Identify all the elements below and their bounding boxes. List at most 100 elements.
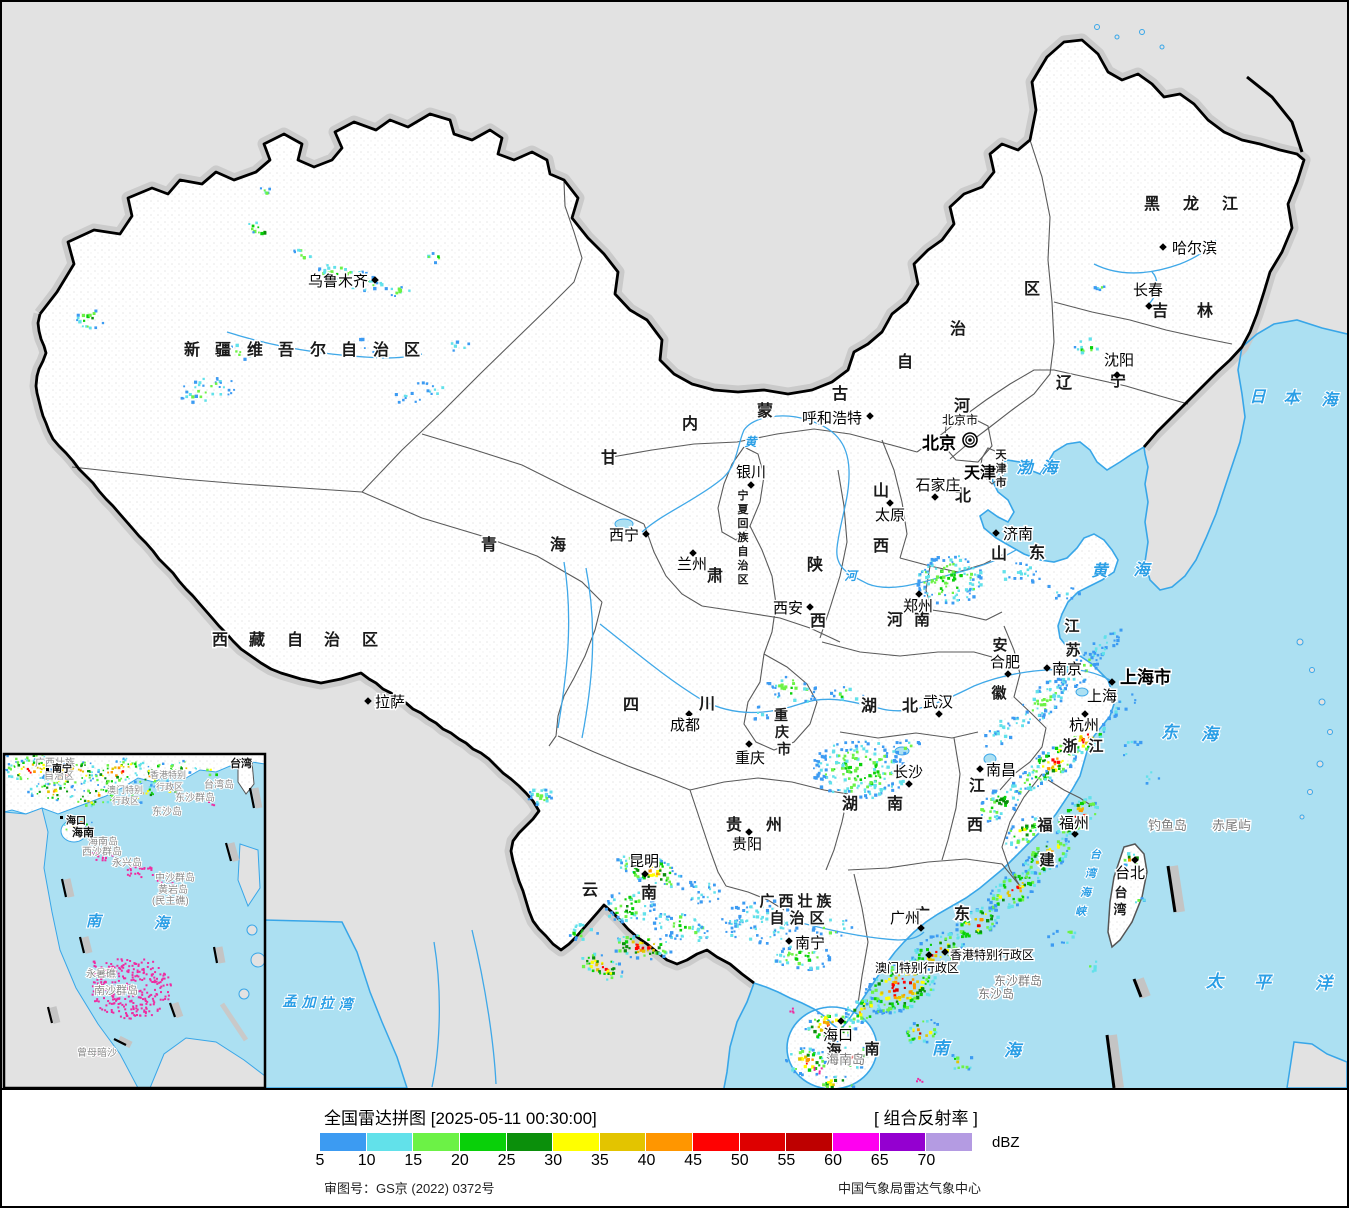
echo-pixel <box>886 966 890 970</box>
echo-pixel <box>952 578 955 582</box>
echo-pixel <box>1023 572 1027 576</box>
echo-pixel <box>939 587 943 590</box>
echo-pixel <box>437 255 440 258</box>
echo-pixel <box>85 828 88 831</box>
echo-pixel <box>1036 765 1040 769</box>
echo-pixel <box>1049 698 1052 701</box>
echo-pixel <box>994 732 998 736</box>
echo-pixel <box>734 905 739 910</box>
echo-pixel <box>829 1079 833 1083</box>
echo-pixel <box>843 789 847 793</box>
echo-pixel <box>951 1054 955 1057</box>
echo-pixel <box>636 876 640 880</box>
echo-pixel <box>845 1052 848 1055</box>
echo-pixel <box>227 388 231 392</box>
echo-pixel <box>77 768 80 771</box>
echo-pixel <box>815 1061 819 1065</box>
echo-pixel <box>206 768 209 772</box>
echo-pixel <box>80 798 82 801</box>
echo-pixel <box>765 909 769 913</box>
echo-pixel <box>874 775 877 778</box>
echo-pixel <box>1019 887 1022 890</box>
echo-pixel <box>164 773 167 776</box>
echo-pixel <box>897 786 900 789</box>
echo-pixel <box>102 769 105 772</box>
island-label: 钓鱼岛 <box>1148 818 1187 833</box>
echo-pixel <box>930 579 934 583</box>
reef-mark <box>120 969 123 972</box>
echo-pixel <box>185 395 189 399</box>
reef-mark <box>159 998 162 1001</box>
province-label: 治 <box>738 558 749 572</box>
echo-pixel <box>774 687 777 689</box>
echo-pixel <box>97 768 100 772</box>
echo-pixel <box>821 1051 824 1054</box>
echo-pixel <box>823 1018 826 1021</box>
province-label: 河 <box>887 610 903 629</box>
echo-pixel <box>807 958 811 962</box>
reef-mark <box>152 960 155 963</box>
echo-pixel <box>118 779 121 782</box>
reef-mark <box>101 852 104 855</box>
echo-pixel <box>1068 831 1072 835</box>
echo-pixel <box>643 876 646 880</box>
city-label: 南宁 <box>795 935 825 952</box>
echo-pixel <box>891 983 895 987</box>
echo-pixel <box>82 770 84 773</box>
echo-pixel <box>1095 960 1098 963</box>
echo-pixel <box>794 929 797 932</box>
echo-pixel <box>1098 733 1102 737</box>
echo-pixel <box>656 872 659 876</box>
echo-pixel <box>923 595 926 597</box>
echo-pixel <box>94 326 98 330</box>
reef-mark <box>137 872 139 875</box>
echo-pixel <box>761 921 763 923</box>
echo-pixel <box>632 863 636 866</box>
province-label: 南 <box>887 794 903 813</box>
echo-pixel <box>1135 901 1137 904</box>
echo-pixel <box>1093 965 1097 969</box>
echo-pixel <box>827 1039 830 1043</box>
echo-pixel <box>191 400 195 404</box>
echo-pixel <box>227 350 230 353</box>
province-label: 广 <box>759 892 774 910</box>
reef-mark <box>112 851 115 854</box>
province-label: 广 <box>914 905 930 924</box>
echo-pixel <box>82 820 85 824</box>
echo-pixel <box>883 754 886 758</box>
echo-pixel <box>799 949 803 953</box>
echo-pixel <box>649 904 653 908</box>
echo-pixel <box>933 982 936 985</box>
echo-pixel <box>1035 860 1039 864</box>
echo-pixel <box>927 574 930 578</box>
echo-pixel <box>708 885 710 887</box>
echo-pixel <box>868 1015 872 1018</box>
echo-pixel <box>765 942 769 945</box>
echo-pixel <box>138 801 141 804</box>
echo-pixel <box>1019 562 1022 565</box>
echo-pixel <box>87 790 90 793</box>
echo-pixel <box>1018 829 1022 833</box>
echo-pixel <box>1060 688 1063 691</box>
echo-pixel <box>1027 881 1031 886</box>
echo-pixel <box>1085 741 1089 745</box>
echo-pixel <box>1076 671 1079 674</box>
echo-pixel <box>675 934 679 937</box>
reef-mark <box>158 981 161 984</box>
echo-pixel <box>91 821 93 824</box>
echo-pixel <box>746 906 749 909</box>
legend-swatch <box>459 1133 507 1151</box>
echo-pixel <box>892 981 895 984</box>
echo-pixel <box>1026 786 1031 790</box>
reef-mark <box>134 962 137 965</box>
echo-pixel <box>197 389 200 393</box>
echo-pixel <box>1047 858 1052 863</box>
echo-pixel <box>996 894 1000 897</box>
reef-mark <box>130 872 133 875</box>
echo-pixel <box>962 931 966 936</box>
echo-pixel <box>134 785 137 789</box>
echo-pixel <box>1031 880 1035 884</box>
echo-pixel <box>652 948 655 952</box>
echo-pixel <box>1028 867 1032 870</box>
echo-pixel <box>883 1012 885 1014</box>
